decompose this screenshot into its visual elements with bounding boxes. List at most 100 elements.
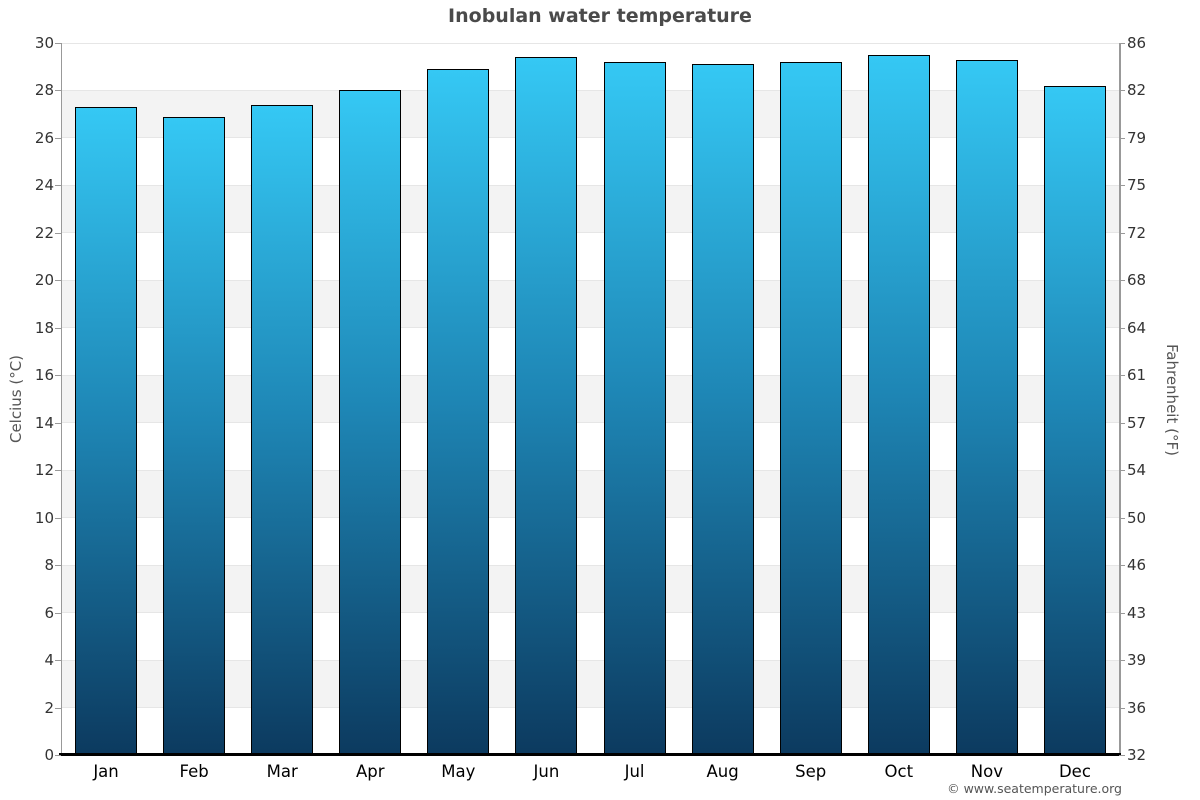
tick-mark-left bbox=[55, 612, 61, 614]
plot-band bbox=[62, 375, 1119, 423]
tick-mark-left bbox=[55, 707, 61, 709]
tick-mark-right bbox=[1119, 470, 1125, 472]
celsius-tick-label: 28 bbox=[34, 81, 54, 100]
gridline bbox=[62, 327, 1119, 329]
tick-mark-left bbox=[55, 232, 61, 234]
tick-mark-right bbox=[1119, 375, 1125, 377]
celsius-tick-label: 22 bbox=[34, 223, 54, 242]
y-axis-line-right bbox=[1119, 43, 1121, 755]
celsius-tick-label: 2 bbox=[44, 698, 54, 717]
fahrenheit-tick-label: 75 bbox=[1127, 176, 1147, 195]
plot-area bbox=[62, 42, 1119, 755]
tick-mark-left bbox=[55, 517, 61, 519]
copyright-text: © www.seatemperature.org bbox=[947, 781, 1122, 796]
month-label: Aug bbox=[706, 762, 739, 781]
gridline bbox=[62, 232, 1119, 234]
tick-mark-right bbox=[1119, 660, 1125, 662]
tick-mark-right bbox=[1119, 565, 1125, 567]
y-axis-label-fahrenheit: Fahrenheit (°F) bbox=[1163, 344, 1181, 456]
gridline bbox=[62, 659, 1119, 661]
gridline bbox=[62, 279, 1119, 281]
plot-band bbox=[62, 90, 1119, 138]
fahrenheit-tick-label: 39 bbox=[1127, 651, 1147, 670]
fahrenheit-tick-label: 43 bbox=[1127, 603, 1147, 622]
celsius-tick-label: 8 bbox=[44, 556, 54, 575]
tick-mark-right bbox=[1119, 90, 1125, 92]
temperature-bar[interactable] bbox=[75, 107, 138, 755]
celsius-tick-label: 26 bbox=[34, 128, 54, 147]
tick-mark-right bbox=[1119, 232, 1125, 234]
celsius-tick-label: 14 bbox=[34, 413, 54, 432]
month-label: Jun bbox=[533, 762, 560, 781]
gridline bbox=[62, 422, 1119, 424]
gridline bbox=[62, 184, 1119, 186]
tick-mark-left bbox=[55, 137, 61, 139]
celsius-tick-label: 24 bbox=[34, 176, 54, 195]
temperature-bar[interactable] bbox=[163, 116, 226, 755]
celsius-tick-label: 20 bbox=[34, 271, 54, 290]
tick-mark-left bbox=[55, 90, 61, 92]
chart-title: Inobulan water temperature bbox=[448, 5, 752, 27]
plot-band bbox=[62, 185, 1119, 233]
fahrenheit-tick-label: 36 bbox=[1127, 698, 1147, 717]
tick-mark-left bbox=[55, 422, 61, 424]
gridline bbox=[62, 707, 1119, 709]
fahrenheit-tick-label: 86 bbox=[1127, 34, 1147, 52]
gridline bbox=[62, 374, 1119, 376]
gridline bbox=[62, 42, 1119, 44]
month-label: Oct bbox=[884, 762, 914, 781]
tick-mark-right bbox=[1119, 707, 1125, 709]
temperature-bar[interactable] bbox=[515, 57, 578, 755]
gridline bbox=[62, 137, 1119, 139]
month-label: Nov bbox=[970, 762, 1003, 781]
tick-mark-left bbox=[55, 755, 61, 756]
month-label: Dec bbox=[1058, 762, 1091, 781]
month-label: Apr bbox=[356, 762, 385, 781]
plot-band bbox=[62, 660, 1119, 708]
celsius-tick-label: 12 bbox=[34, 461, 54, 480]
tick-mark-right bbox=[1119, 517, 1125, 519]
fahrenheit-tick-label: 68 bbox=[1127, 271, 1147, 290]
tick-mark-right bbox=[1119, 43, 1125, 44]
plot-band bbox=[62, 565, 1119, 613]
month-label: Mar bbox=[266, 762, 298, 781]
fahrenheit-tick-label: 57 bbox=[1127, 413, 1147, 432]
tick-mark-right bbox=[1119, 185, 1125, 187]
fahrenheit-tick-label: 50 bbox=[1127, 508, 1147, 527]
tick-mark-left bbox=[55, 375, 61, 377]
tick-mark-right bbox=[1119, 612, 1125, 614]
y-axis-line-left bbox=[60, 43, 62, 755]
tick-mark-left bbox=[55, 185, 61, 187]
celsius-tick-label: 4 bbox=[44, 651, 54, 670]
celsius-tick-label: 16 bbox=[34, 366, 54, 385]
tick-mark-right bbox=[1119, 280, 1125, 282]
temperature-bar[interactable] bbox=[867, 54, 930, 755]
celsius-tick-label: 6 bbox=[44, 603, 54, 622]
gridline bbox=[62, 89, 1119, 91]
temperature-bar[interactable] bbox=[603, 61, 666, 755]
month-label: Sep bbox=[795, 762, 827, 781]
tick-mark-left bbox=[55, 565, 61, 567]
plot-band bbox=[62, 470, 1119, 518]
fahrenheit-tick-label: 79 bbox=[1127, 128, 1147, 147]
temperature-bar[interactable] bbox=[779, 61, 842, 755]
fahrenheit-tick-label: 72 bbox=[1127, 223, 1147, 242]
tick-mark-right bbox=[1119, 137, 1125, 139]
plot-band bbox=[62, 280, 1119, 328]
fahrenheit-tick-label: 32 bbox=[1127, 746, 1147, 764]
month-label: Feb bbox=[179, 762, 209, 781]
fahrenheit-tick-label: 54 bbox=[1127, 461, 1147, 480]
tick-mark-right bbox=[1119, 755, 1125, 756]
temperature-bar[interactable] bbox=[1043, 85, 1106, 755]
temperature-bar[interactable] bbox=[691, 64, 754, 755]
celsius-tick-label: 0 bbox=[44, 746, 54, 764]
celsius-tick-label: 30 bbox=[34, 34, 54, 52]
fahrenheit-tick-label: 82 bbox=[1127, 81, 1147, 100]
month-label: May bbox=[441, 762, 476, 781]
tick-mark-left bbox=[55, 470, 61, 472]
temperature-bar[interactable] bbox=[339, 90, 402, 755]
temperature-bar[interactable] bbox=[427, 69, 490, 755]
temperature-bar[interactable] bbox=[251, 104, 314, 755]
temperature-bar[interactable] bbox=[955, 59, 1018, 755]
